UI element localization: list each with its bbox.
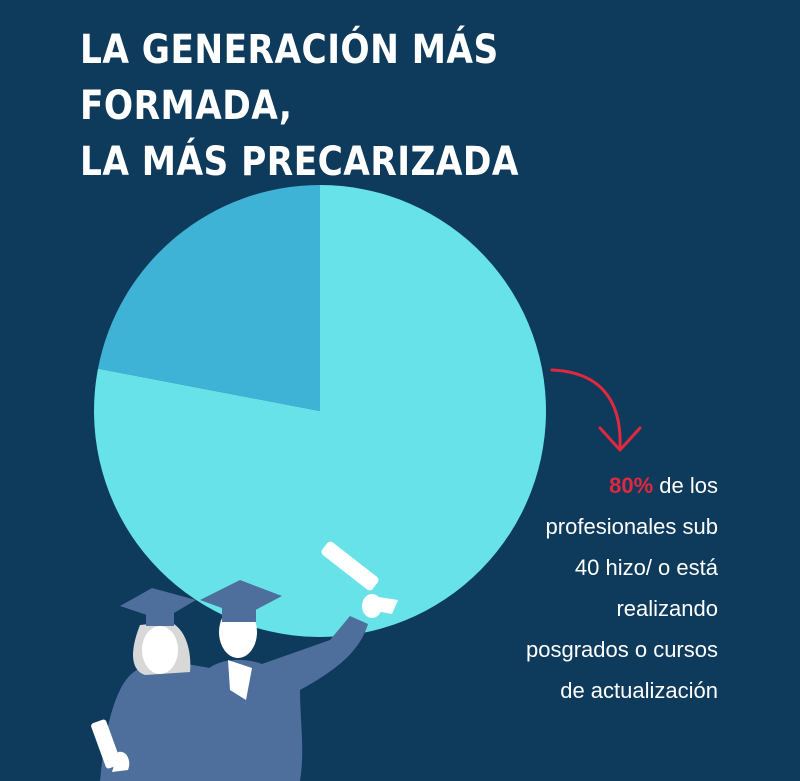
annotation-line-1: 80% de los: [438, 465, 718, 506]
annotation-line-3: 40 hizo/ o está: [574, 555, 718, 580]
pie-slice-2: [98, 185, 320, 411]
title-line-2: LA MÁS PRECARIZADA: [80, 139, 519, 185]
annotation-text: 80% de los profesionales sub 40 hizo/ o …: [438, 465, 718, 711]
annotation-line-5: posgrados o cursos: [526, 637, 718, 662]
graduates-icon: [91, 541, 398, 781]
page-title: LA GENERACIÓN MÁS FORMADA, LA MÁS PRECAR…: [80, 22, 682, 190]
annotation-line-6: de actualización: [560, 678, 718, 703]
annotation-line-2: profesionales sub: [545, 514, 718, 539]
pie-slices: [93, 185, 547, 637]
arrow-icon: [550, 368, 642, 452]
annotation-line-4: realizando: [616, 596, 718, 621]
highlight-percent: 80%: [609, 473, 654, 498]
title-line-1: LA GENERACIÓN MÁS FORMADA,: [80, 27, 499, 129]
annotation-line-1-rest: de los: [653, 473, 718, 498]
